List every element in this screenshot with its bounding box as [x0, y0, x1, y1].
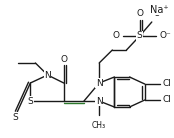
Text: S: S: [12, 112, 18, 121]
Text: N: N: [44, 71, 51, 79]
Text: Na⁺: Na⁺: [150, 5, 168, 15]
Text: S: S: [137, 31, 143, 40]
Text: S: S: [27, 96, 33, 105]
Text: N: N: [96, 79, 102, 87]
Text: CH₃: CH₃: [92, 121, 106, 130]
Text: O⁻: O⁻: [160, 31, 172, 40]
Text: O: O: [60, 55, 67, 63]
Text: N: N: [96, 96, 102, 105]
Text: Cl: Cl: [163, 79, 172, 88]
Text: O: O: [136, 10, 143, 18]
Text: Cl: Cl: [163, 95, 172, 104]
Text: O: O: [154, 9, 160, 18]
Text: O: O: [112, 31, 119, 40]
